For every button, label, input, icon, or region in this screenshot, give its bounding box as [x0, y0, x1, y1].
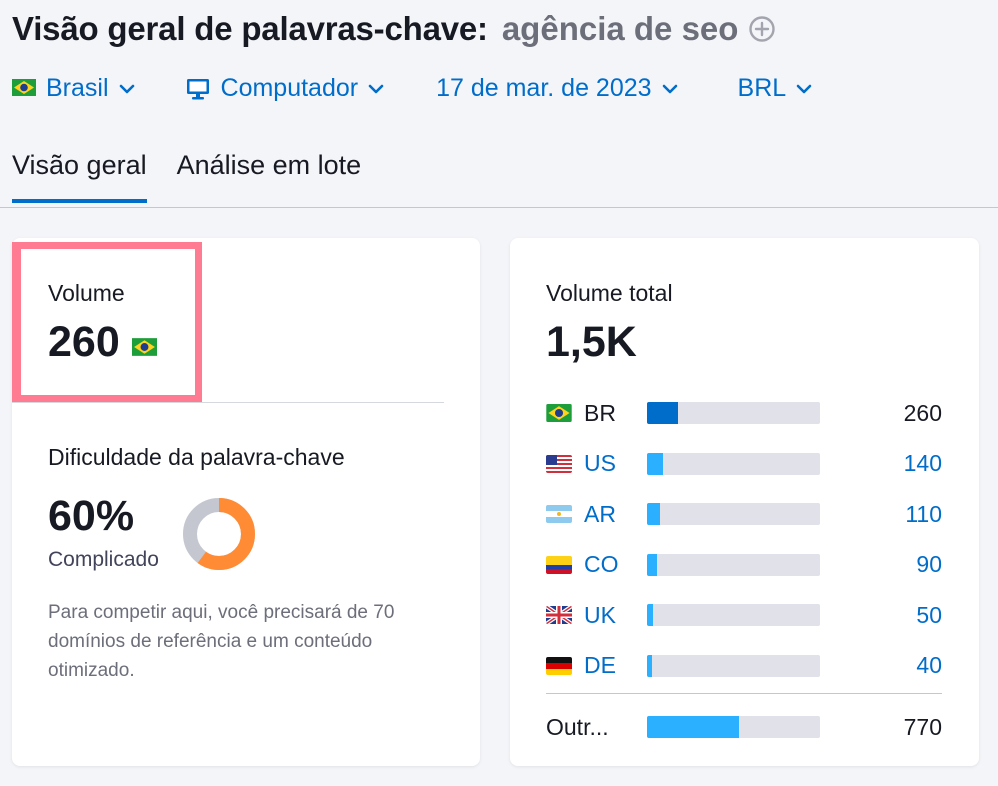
volume-label: Volume — [48, 280, 125, 306]
volume-bar — [647, 553, 820, 576]
volume-value-row: 260 — [48, 318, 157, 367]
country-code[interactable]: CO — [584, 551, 619, 578]
ar-flag-icon — [546, 505, 572, 524]
country-row-us[interactable]: US 140 — [546, 439, 942, 490]
chevron-down-icon — [794, 79, 814, 99]
de-flag-icon — [546, 656, 572, 675]
us-flag-icon — [546, 454, 572, 473]
page-header: Visão geral de palavras-chave: agência d… — [12, 10, 776, 48]
volume-bar-fill — [647, 716, 739, 739]
country-volume: 260 — [903, 399, 942, 426]
card-divider — [12, 402, 444, 403]
tab-overview[interactable]: Visão geral — [12, 150, 147, 203]
country-volume[interactable]: 50 — [916, 601, 942, 628]
volume-bar-fill — [647, 402, 679, 425]
volume-bar-fill — [647, 604, 654, 627]
keyword-difficulty-value: 60% — [48, 492, 135, 540]
keyword-title: agência de seo — [501, 10, 739, 47]
keyword-difficulty-description: Para competir aqui, você precisará de 70… — [48, 602, 395, 681]
keyword-difficulty-level: Complicado — [48, 548, 159, 571]
country-row-co[interactable]: CO 90 — [546, 540, 942, 591]
volume-bar — [647, 604, 820, 627]
country-code[interactable]: US — [584, 450, 616, 477]
device-selector[interactable]: Computador — [185, 74, 387, 103]
add-keyword-icon[interactable] — [748, 15, 776, 43]
currency-label: BRL — [737, 74, 787, 102]
other-volume: 770 — [903, 713, 942, 740]
tabs-divider — [0, 207, 998, 208]
page-title: Visão geral de palavras-chave: — [12, 10, 488, 47]
country-row-br: BR 260 — [546, 388, 942, 439]
difficulty-donut-chart — [183, 498, 255, 570]
chevron-down-icon — [117, 79, 137, 99]
date-selector[interactable]: 17 de mar. de 2023 — [436, 74, 679, 103]
chevron-down-icon — [366, 79, 386, 99]
other-label: Outr... — [546, 713, 609, 740]
volume-difficulty-card: Volume 260 Dificuldade da palavra-chave … — [12, 238, 480, 766]
country-row-other: Outr... 770 — [546, 702, 942, 753]
country-code: BR — [584, 399, 616, 426]
chevron-down-icon — [660, 79, 680, 99]
total-volume-label: Volume total — [546, 280, 673, 306]
country-row-ar[interactable]: AR 110 — [546, 489, 942, 540]
volume-bar — [647, 402, 820, 425]
device-label: Computador — [220, 74, 359, 102]
volume-bar-fill — [647, 553, 658, 576]
volume-highlight-frame — [12, 242, 202, 402]
donut-fill — [183, 498, 255, 570]
country-code[interactable]: AR — [584, 500, 616, 527]
country-volume[interactable]: 140 — [903, 450, 942, 477]
country-code[interactable]: DE — [584, 652, 616, 679]
volume-bar-fill — [647, 503, 660, 526]
volume-bar — [647, 654, 820, 677]
country-code[interactable]: UK — [584, 601, 616, 628]
volume-bar-fill — [647, 452, 663, 475]
tab-batch-analysis[interactable]: Análise em lote — [176, 150, 362, 180]
br-flag-icon — [546, 404, 572, 423]
uk-flag-icon — [546, 606, 572, 625]
brazil-flag-icon — [131, 318, 157, 367]
country-volume[interactable]: 90 — [916, 551, 942, 578]
country-row-de[interactable]: DE 40 — [546, 641, 942, 692]
volume-bar — [647, 716, 820, 739]
rows-divider — [546, 693, 942, 694]
country-volume[interactable]: 110 — [905, 500, 942, 527]
country-volume-list: BR 260 US 140 AR 110 CO 90 UK 50 DE 40 Outr... 770 — [546, 388, 942, 753]
volume-bar-fill — [647, 654, 653, 677]
brazil-flag-icon — [12, 74, 36, 103]
total-volume-value: 1,5K — [546, 318, 637, 366]
currency-selector[interactable]: BRL — [738, 74, 815, 103]
monitor-icon — [185, 76, 211, 102]
co-flag-icon — [546, 555, 572, 574]
keyword-difficulty-label: Dificuldade da palavra-chave — [48, 444, 345, 470]
country-row-uk[interactable]: UK 50 — [546, 590, 942, 641]
volume-value: 260 — [48, 318, 120, 366]
date-label: 17 de mar. de 2023 — [436, 74, 652, 102]
volume-bar — [647, 452, 820, 475]
country-volume[interactable]: 40 — [916, 652, 942, 679]
country-label: Brasil — [46, 74, 109, 102]
volume-bar — [647, 503, 820, 526]
tab-bar: Visão geral Análise em lote — [12, 150, 361, 203]
filters-bar: Brasil Computador 17 de mar. de 2023 BRL — [12, 74, 814, 103]
country-selector[interactable]: Brasil — [12, 74, 137, 103]
total-volume-card: Volume total 1,5K BR 260 US 140 AR 110 CO 90 UK 5… — [510, 238, 979, 766]
